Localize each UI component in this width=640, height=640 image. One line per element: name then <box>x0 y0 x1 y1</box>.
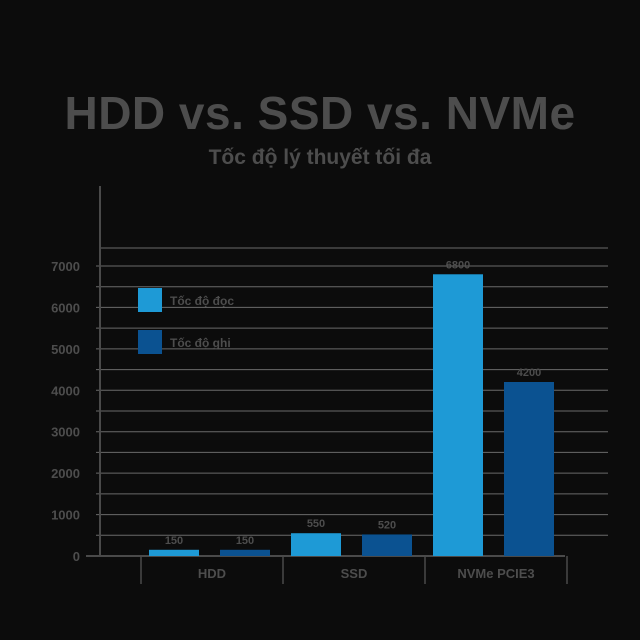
y-tick-label: 4000 <box>51 383 80 398</box>
x-tick-label: HDD <box>198 566 226 581</box>
bar-tốc-độ-đọc <box>291 533 341 556</box>
data-label: 150 <box>165 535 183 547</box>
legend-label: Tốc độ đọc <box>170 294 234 308</box>
y-tick-label: 3000 <box>51 425 80 440</box>
bar-tốc-độ-ghi <box>220 549 270 556</box>
bar-tốc-độ-ghi <box>362 534 412 556</box>
legend-label: Tốc độ ghi <box>170 336 231 350</box>
data-label: 550 <box>307 518 325 530</box>
bar-tốc-độ-ghi <box>504 382 554 556</box>
y-tick-label: 5000 <box>51 342 80 357</box>
y-tick-label: 6000 <box>51 300 80 315</box>
bar-tốc-độ-đọc <box>149 549 199 556</box>
y-tick-label: 0 <box>73 549 80 564</box>
data-label: 520 <box>378 519 396 531</box>
x-tick-label: SSD <box>341 566 368 581</box>
bar-tốc-độ-đọc <box>433 274 483 556</box>
legend-swatch <box>138 330 162 354</box>
data-label: 6800 <box>446 259 470 271</box>
legend-swatch <box>138 288 162 312</box>
data-label: 150 <box>236 535 254 547</box>
y-tick-label: 2000 <box>51 466 80 481</box>
x-tick-label: NVMe PCIE3 <box>457 566 534 581</box>
data-label: 4200 <box>517 367 541 379</box>
y-tick-label: 1000 <box>51 508 80 523</box>
chart-subtitle: Tốc độ lý thuyết tối đa <box>208 146 432 169</box>
chart-title: HDD vs. SSD vs. NVMe <box>64 87 576 139</box>
y-tick-label: 7000 <box>51 259 80 274</box>
